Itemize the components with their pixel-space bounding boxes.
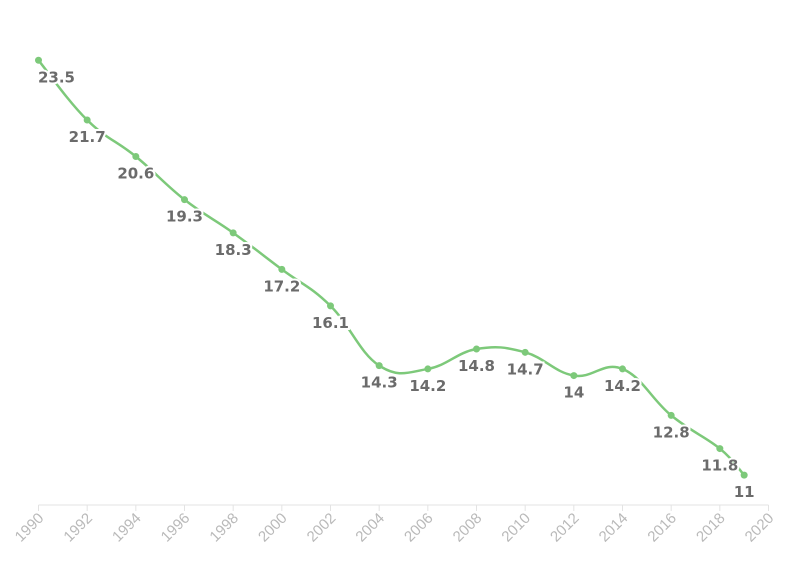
data-label: 23.5	[38, 68, 75, 86]
data-point	[473, 345, 480, 353]
data-label: 12.8	[653, 423, 690, 441]
x-tick-label: 2002	[304, 510, 340, 546]
x-tick-label: 2008	[450, 510, 486, 546]
data-point	[132, 153, 140, 161]
data-label: 19.3	[166, 208, 203, 226]
data-labels: 23.5 21.7 20.6 19.3 18.3 17.2 16.1 14.3 14.2 14.8…	[36, 66, 757, 503]
data-label: 14.8	[458, 357, 495, 375]
data-label: 14.7	[507, 360, 544, 378]
data-point	[740, 471, 748, 479]
x-tick-label: 2012	[547, 510, 583, 546]
data-label: 14.3	[361, 374, 398, 392]
x-tick-label: 2016	[644, 510, 680, 546]
data-label: 20.6	[117, 165, 154, 183]
data-label: 21.7	[69, 128, 106, 146]
data-point	[570, 372, 578, 380]
data-point	[424, 365, 432, 373]
x-tick-label: 2000	[255, 510, 291, 546]
x-tick-label: 2010	[498, 510, 534, 546]
x-tick-label: 1996	[158, 510, 194, 546]
data-point	[667, 411, 675, 419]
data-point	[521, 348, 529, 356]
x-tick-label: 2006	[401, 510, 437, 546]
data-point	[716, 445, 724, 453]
data-label: 11	[734, 483, 755, 501]
x-tick-label: 2020	[742, 510, 778, 546]
data-point	[181, 196, 188, 204]
data-label: 14.2	[604, 377, 641, 395]
x-tick-label: 1998	[206, 510, 242, 546]
data-label: 18.3	[215, 241, 252, 259]
data-label: 14.2	[409, 377, 446, 395]
x-tick-label: 2014	[596, 510, 632, 546]
data-label: 11.8	[701, 457, 738, 475]
data-point	[35, 56, 42, 64]
x-tick-label: 2018	[693, 510, 729, 546]
data-points	[35, 56, 748, 479]
x-tick-label: 2004	[352, 510, 388, 546]
data-point	[375, 362, 383, 370]
x-axis-ticks: 1990 1992 1994 1996 1998 2000 2002 2004 2006 2008…	[12, 505, 778, 546]
x-tick-label: 1992	[60, 510, 96, 546]
series-line	[37, 59, 746, 476]
data-point	[278, 265, 286, 273]
data-point	[229, 229, 237, 237]
data-point	[83, 116, 91, 124]
data-point	[327, 302, 334, 310]
x-tick-label: 1990	[12, 510, 48, 546]
x-tick-label: 1994	[109, 510, 145, 546]
data-point	[619, 365, 626, 373]
data-label: 14	[563, 384, 584, 402]
data-label: 16.1	[312, 314, 349, 332]
data-label: 17.2	[263, 277, 300, 295]
